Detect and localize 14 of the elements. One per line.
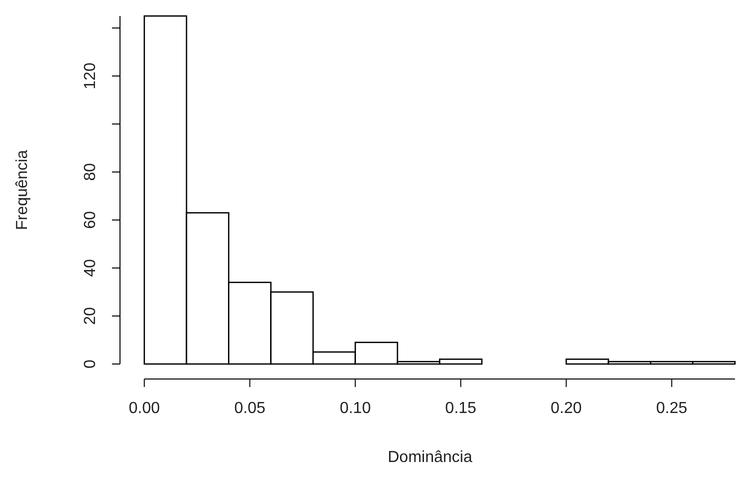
x-tick-label: 0.10 (340, 400, 371, 417)
y-tick-label: 40 (82, 259, 99, 277)
y-tick-label: 0 (82, 359, 99, 368)
x-tick-label: 0.20 (550, 400, 582, 417)
x-tick-label: 0.15 (445, 400, 476, 417)
y-tick-label: 60 (82, 211, 99, 229)
y-tick-label: 20 (82, 307, 99, 325)
x-axis-title: Dominância (388, 449, 472, 466)
y-tick-label: 120 (82, 62, 99, 90)
x-tick-label: 0.05 (234, 400, 266, 417)
y-tick-label: 80 (82, 163, 99, 181)
x-tick-label: 0.25 (656, 400, 688, 417)
x-tick-label: 0.00 (128, 400, 160, 417)
y-axis-title: Frequência (14, 150, 31, 230)
